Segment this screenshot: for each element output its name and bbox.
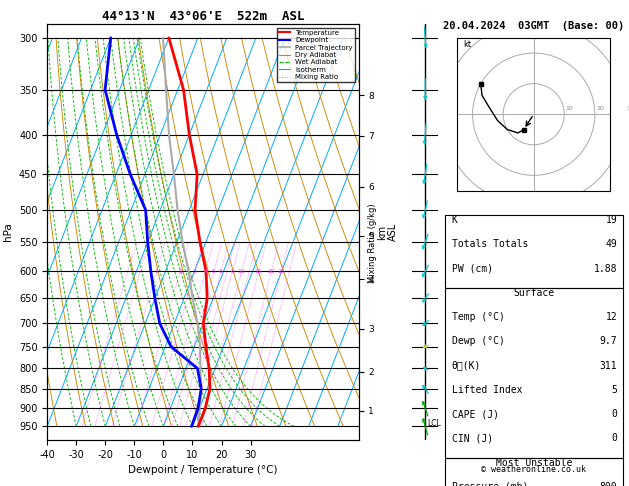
Text: 1: 1	[155, 269, 159, 274]
Text: CIN (J): CIN (J)	[452, 434, 493, 443]
Text: Mixing Ratio (g/kg): Mixing Ratio (g/kg)	[369, 203, 377, 283]
Text: Dewp (°C): Dewp (°C)	[452, 336, 504, 347]
Text: 0: 0	[611, 409, 618, 419]
Text: 15: 15	[255, 269, 262, 274]
Text: 19: 19	[606, 215, 618, 225]
Text: Surface: Surface	[513, 288, 554, 298]
Text: 1.88: 1.88	[594, 263, 618, 274]
Text: 25: 25	[277, 269, 285, 274]
Legend: Temperature, Dewpoint, Parcel Trajectory, Dry Adiabat, Wet Adiabat, Isotherm, Mi: Temperature, Dewpoint, Parcel Trajectory…	[277, 28, 355, 82]
Text: 4: 4	[203, 269, 208, 274]
Text: 0: 0	[611, 434, 618, 443]
Text: 5: 5	[212, 269, 216, 274]
Text: 8: 8	[230, 269, 235, 274]
Text: 20: 20	[267, 269, 276, 274]
Text: Lifted Index: Lifted Index	[452, 385, 522, 395]
Text: 20.04.2024  03GMT  (Base: 00): 20.04.2024 03GMT (Base: 00)	[443, 21, 625, 32]
Text: 20: 20	[596, 105, 604, 111]
Y-axis label: hPa: hPa	[3, 223, 13, 242]
Text: θᴄ(K): θᴄ(K)	[452, 361, 481, 370]
Text: 5: 5	[611, 385, 618, 395]
Text: K: K	[452, 215, 458, 225]
Text: kt: kt	[464, 40, 472, 49]
Title: 44°13'N  43°06'E  522m  ASL: 44°13'N 43°06'E 522m ASL	[102, 10, 304, 23]
Text: 800: 800	[599, 482, 618, 486]
Text: 30: 30	[627, 105, 629, 111]
Text: 311: 311	[599, 361, 618, 370]
Text: Pressure (mb): Pressure (mb)	[452, 482, 528, 486]
X-axis label: Dewpoint / Temperature (°C): Dewpoint / Temperature (°C)	[128, 465, 277, 475]
Text: Totals Totals: Totals Totals	[452, 239, 528, 249]
Text: 49: 49	[606, 239, 618, 249]
Bar	[445, 215, 623, 288]
Text: 12: 12	[606, 312, 618, 322]
Bar	[445, 458, 623, 486]
Text: CAPE (J): CAPE (J)	[452, 409, 499, 419]
Text: PW (cm): PW (cm)	[452, 263, 493, 274]
Text: 10: 10	[566, 105, 574, 111]
Bar	[445, 288, 623, 458]
Text: 2: 2	[178, 269, 182, 274]
Text: 6: 6	[219, 269, 223, 274]
Y-axis label: km
ASL: km ASL	[377, 223, 398, 241]
Text: 10: 10	[238, 269, 245, 274]
Text: © weatheronline.co.uk: © weatheronline.co.uk	[481, 465, 586, 474]
Text: 3: 3	[192, 269, 197, 274]
Text: Most Unstable: Most Unstable	[496, 458, 572, 468]
Text: Temp (°C): Temp (°C)	[452, 312, 504, 322]
Text: 9.7: 9.7	[599, 336, 618, 347]
Text: LCL: LCL	[427, 419, 441, 428]
